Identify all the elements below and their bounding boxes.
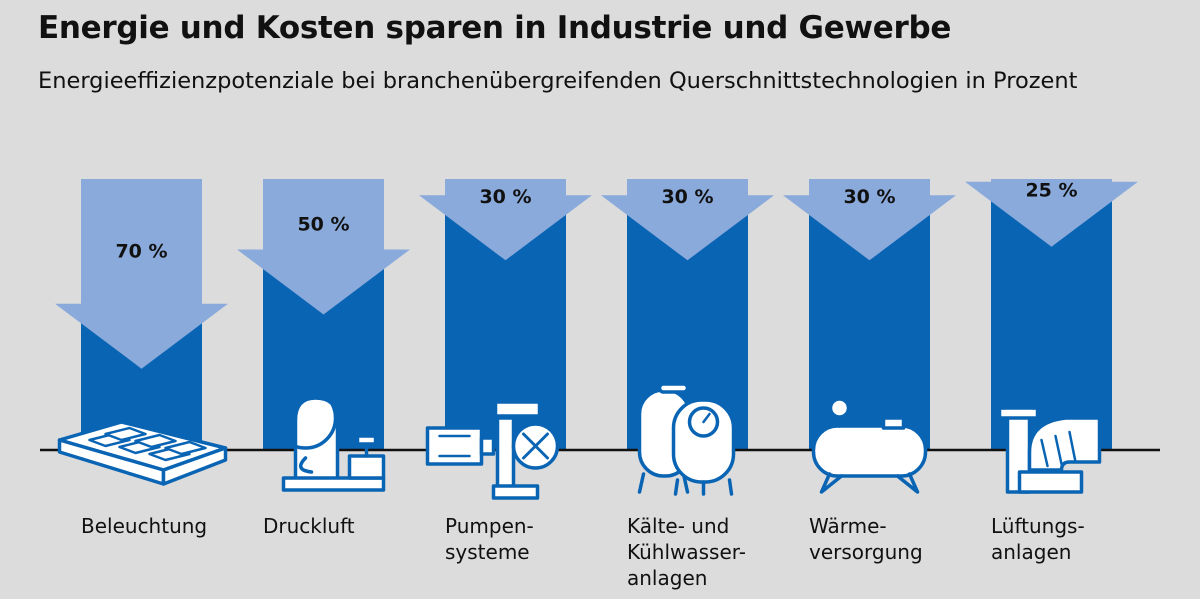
page-title: Energie und Kosten sparen in Industrie u… xyxy=(38,10,952,46)
category-label-0: Beleuchtung xyxy=(81,514,208,538)
category-label-3: Kälte- und Kühlwasser- anlagen xyxy=(627,514,746,590)
value-label-5: 25 % xyxy=(1025,179,1077,201)
savings-arrow-2 xyxy=(419,179,592,261)
ceiling-light-icon xyxy=(57,390,228,486)
savings-arrow-1 xyxy=(237,179,410,315)
savings-arrow-5 xyxy=(965,179,1138,247)
ventilation-duct-icon xyxy=(997,400,1102,494)
savings-arrow-0 xyxy=(55,179,228,369)
cooling-tank-icon xyxy=(637,382,736,496)
pump-icon xyxy=(425,400,560,500)
savings-arrow-4 xyxy=(783,179,956,261)
category-label-4: Wärme- versorgung xyxy=(809,514,923,564)
value-label-3: 30 % xyxy=(661,186,713,208)
category-label-5: Lüftungs- anlagen xyxy=(991,514,1085,564)
savings-arrow-3 xyxy=(601,179,774,261)
value-label-4: 30 % xyxy=(843,186,895,208)
value-label-1: 50 % xyxy=(297,213,349,235)
compressor-icon xyxy=(273,386,386,492)
value-label-0: 70 % xyxy=(115,240,167,262)
value-label-2: 30 % xyxy=(479,186,531,208)
category-label-2: Pumpen- systeme xyxy=(445,514,534,564)
page-subtitle: Energieeffizienzpotenziale bei branchenü… xyxy=(38,68,1078,94)
boiler-tank-icon xyxy=(811,397,928,494)
category-label-1: Druckluft xyxy=(263,514,355,538)
